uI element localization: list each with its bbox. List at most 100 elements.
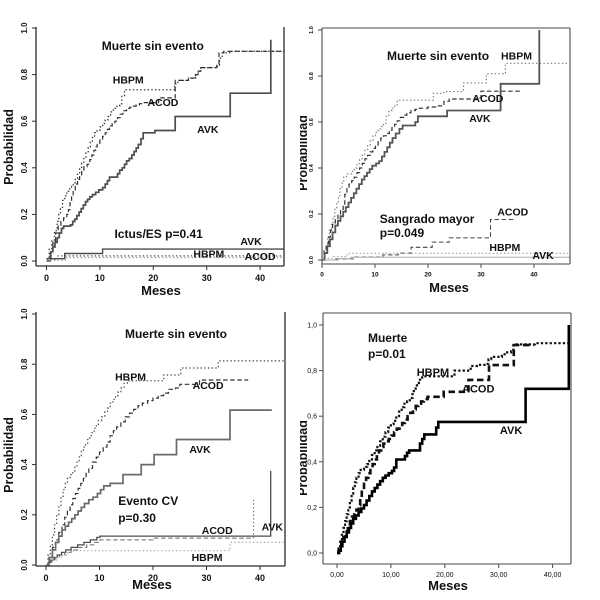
curve-label-hbpm: HBPM: [501, 50, 532, 62]
curve-label-avk: AVK: [240, 236, 262, 248]
y-tick-label: 0,4: [307, 459, 317, 466]
panel-annotation-line: p=0.049: [380, 226, 425, 240]
panel-title: Muerte sin evento: [102, 39, 204, 53]
y-tick-label: 0,8: [307, 368, 317, 375]
curve-evento-cv-acod: [46, 537, 254, 566]
y-tick-label: 0.2: [20, 509, 29, 521]
y-tick-label: 0.2: [309, 210, 315, 218]
x-tick-label: 0: [43, 573, 48, 583]
curve-label-avk: AVK: [197, 124, 219, 136]
y-tick-label: 1,0: [307, 323, 317, 330]
curve-label-acod: ACOD: [462, 384, 494, 396]
series-group-ictus-es: [46, 39, 284, 262]
y-tick-label: 0.0: [20, 255, 29, 267]
curve-muerte-sin-evento-avk: [46, 39, 272, 260]
x-tick-label: 10: [371, 272, 379, 279]
x-tick-label: 20: [148, 273, 158, 283]
panel-title: Muerte sin evento: [387, 49, 489, 63]
x-tick-label: 20: [148, 573, 158, 583]
curve-label-acod: ACOD: [245, 251, 276, 263]
panel-title: Muerte sin evento: [125, 327, 227, 341]
curve-muerte-avk: [337, 325, 571, 555]
x-tick-label: 10: [94, 573, 104, 583]
x-tick-label: 40: [255, 273, 265, 283]
curve-label-avk: AVK: [500, 425, 522, 437]
curve-label-acod: ACOD: [497, 207, 528, 219]
curve-muerte-sin-evento-avk: [322, 30, 541, 261]
y-tick-label: 0,6: [307, 414, 317, 421]
curve-muerte-sin-evento-acod: [322, 90, 521, 261]
y-axis-title: Probabilidad: [2, 417, 16, 493]
y-tick-label: 0.8: [20, 358, 29, 370]
y-tick-label: 0.0: [20, 559, 29, 571]
km-plot-muerte-sin-evento-ictus-es: Muerte sin evento Ictus/ES p=0.41 HBPM ACOD…: [2, 22, 285, 298]
curve-evento-cv-hbpm: [46, 541, 285, 566]
curve-label-hbpm: HBPM: [193, 248, 224, 260]
x-axis-title: Meses: [132, 577, 172, 592]
curve-label-hbpm: HBPM: [113, 74, 144, 86]
curve-sangrado-mayor-avk: [322, 256, 570, 261]
curve-ictus-es-avk: [46, 248, 284, 260]
x-axis-title: Meses: [141, 283, 181, 298]
curve-label-avk: AVK: [189, 444, 211, 456]
y-tick-label: 1.0: [309, 26, 315, 34]
x-tick-label: 10: [95, 273, 105, 283]
panel-annotation-line: p=0.01: [368, 347, 406, 361]
series-group-muerte: [337, 325, 571, 555]
curve-label-hbpm: HBPM: [115, 371, 146, 383]
y-tick-label: 0.6: [20, 408, 29, 420]
y-axis-title: Probabilidad: [2, 109, 16, 185]
x-tick-label: 30,00: [490, 572, 508, 579]
x-axis-title: Meses: [429, 280, 469, 295]
curve-label-acod: ACOD: [472, 93, 503, 105]
panel-annotation-line: p=0.30: [118, 511, 156, 525]
curve-label-avk: AVK: [469, 113, 491, 125]
x-tick-label: 30: [201, 573, 211, 583]
series-group-evento-cv: [46, 360, 285, 566]
curve-label-hbpm: HBPM: [192, 552, 223, 564]
x-tick-label: 20: [424, 272, 432, 279]
x-tick-label: 30: [202, 273, 212, 283]
curve-muerte-hbpm: [337, 342, 570, 555]
curve-muerte-sin-evento-avk: [46, 409, 272, 566]
y-tick-label: 0.6: [309, 118, 315, 126]
y-tick-label: 0,0: [307, 551, 317, 558]
x-tick-label: 0,00: [330, 572, 344, 579]
curve-muerte-sin-evento-acod: [46, 379, 249, 566]
panel-annotation-line: Sangrado mayor: [380, 212, 475, 226]
y-tick-label: 0.0: [309, 256, 315, 264]
curve-sangrado-mayor-hbpm: [322, 252, 570, 261]
y-tick-label: 0,2: [307, 505, 317, 512]
y-tick-label: 1.0: [20, 308, 29, 320]
x-tick-label: 20,00: [436, 572, 454, 579]
curve-label-acod: ACOD: [193, 380, 224, 392]
curve-muerte-sin-evento-hbpm: [322, 62, 570, 261]
y-tick-label: 0.8: [20, 68, 29, 80]
y-tick-label: 0.6: [20, 115, 29, 127]
curve-label-hbpm: HBPM: [417, 367, 449, 379]
x-tick-label: 40: [530, 272, 538, 279]
y-axis-title: Probabilidad: [300, 420, 310, 496]
panel-title: Muerte: [368, 331, 408, 345]
x-tick-label: 10,00: [382, 572, 400, 579]
y-tick-label: 1.0: [20, 22, 29, 34]
curve-muerte-sin-evento-hbpm: [46, 360, 285, 566]
y-tick-label: 0.2: [20, 208, 29, 220]
curve-label-acod: ACOD: [202, 525, 233, 537]
x-tick-label: 30: [477, 272, 485, 279]
curve-label-avk: AVK: [262, 522, 284, 534]
y-tick-label: 0.8: [309, 72, 315, 80]
x-tick-label: 0: [320, 272, 324, 279]
y-tick-label: 0.4: [20, 458, 29, 470]
y-axis-title: Probabilidad: [300, 115, 310, 191]
panel-annotation-line: Evento CV: [118, 494, 178, 508]
panel-annotation-line: Ictus/ES p=0.41: [114, 227, 203, 241]
x-tick-label: 40,00: [544, 572, 562, 579]
km-plot-muerte: Muerte p=0.01 HBPM ACOD AVK 0,00 10,00 20,00 30,…: [300, 312, 572, 593]
x-axis-title: Meses: [428, 578, 468, 593]
curve-label-avk: AVK: [532, 250, 554, 262]
curve-muerte-acod: [337, 343, 534, 555]
series-group-sangrado-mayor: [322, 30, 570, 261]
